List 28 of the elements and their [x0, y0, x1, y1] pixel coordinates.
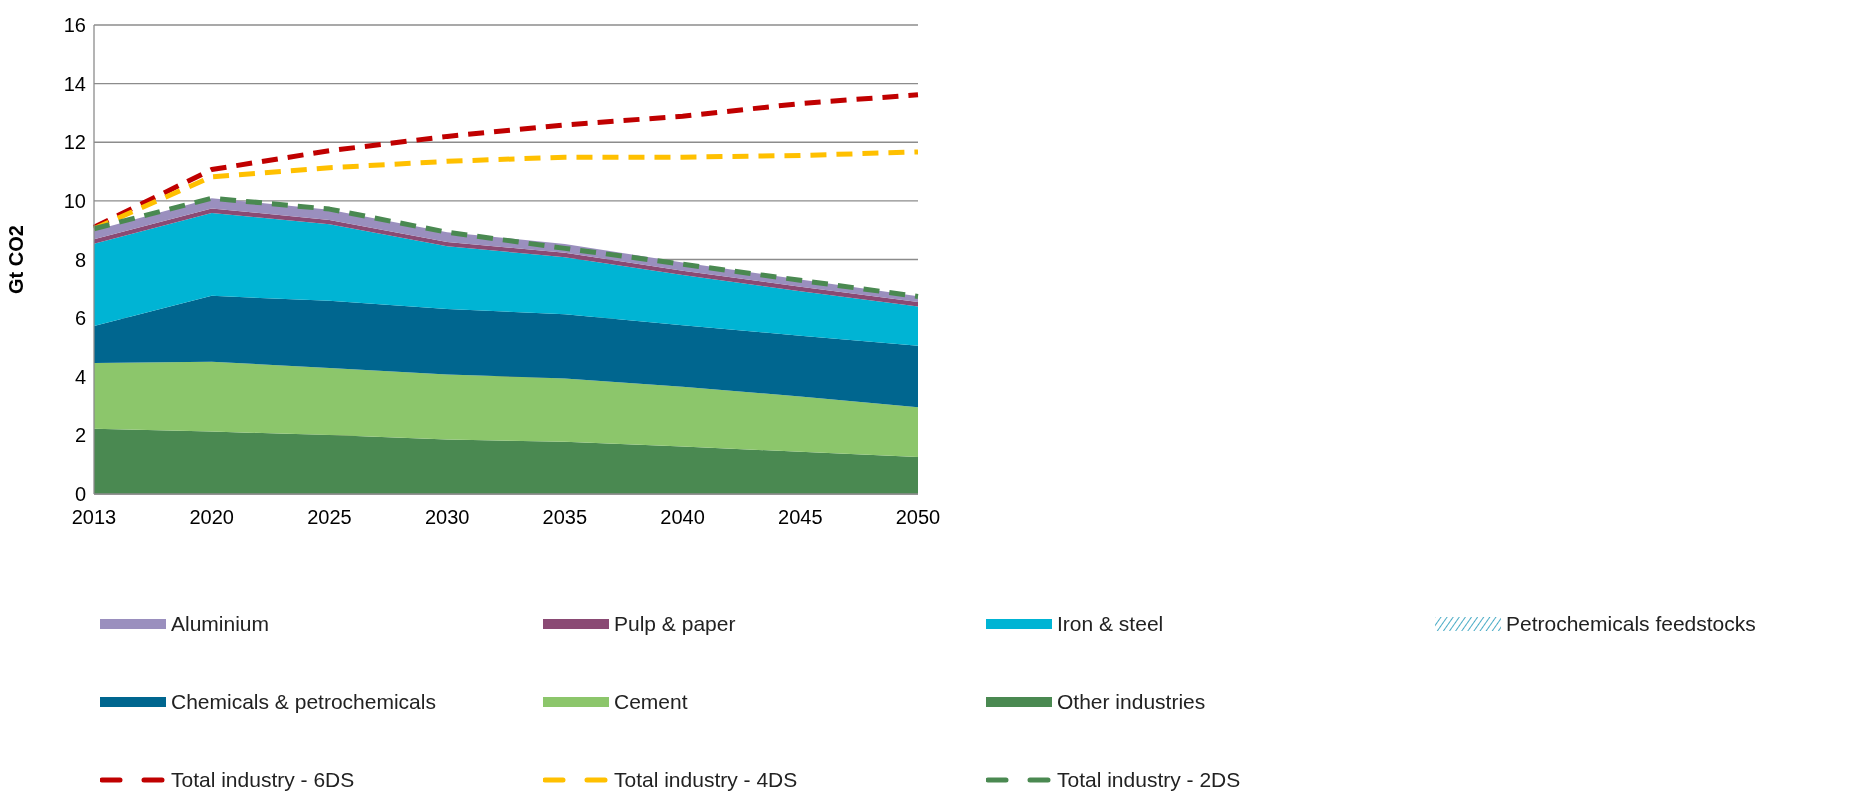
- y-tick-label: 12: [63, 131, 86, 154]
- x-tick-label: 2050: [895, 506, 941, 529]
- y-tick-label: 8: [74, 248, 86, 271]
- legend-label: Total industry - 6DS: [171, 768, 355, 791]
- y-tick-label: 6: [74, 307, 86, 330]
- x-tick-label: 2025: [307, 506, 352, 529]
- legend-label: Cement: [614, 690, 688, 714]
- legend-label: Total industry - 4DS: [614, 768, 798, 791]
- x-tick-label: 2035: [542, 506, 588, 529]
- legend-label: Aluminium: [171, 612, 270, 636]
- x-tick-label: 2045: [778, 506, 823, 529]
- y-tick-label: 2: [74, 424, 86, 447]
- legend-label: Iron & steel: [1057, 612, 1164, 636]
- x-tick-label: 2040: [660, 506, 705, 529]
- y-tick-label: 4: [74, 365, 86, 388]
- legend-label: Other industries: [1057, 690, 1206, 714]
- legend-label: Pulp & paper: [614, 612, 736, 636]
- x-tick-label: 2013: [71, 506, 117, 529]
- y-axis-title: Gt CO2: [5, 225, 28, 294]
- y-tick-label: 16: [63, 14, 86, 37]
- y-tick-label: 10: [63, 189, 86, 212]
- legend-label: Petrochemicals feedstocks: [1506, 612, 1756, 636]
- legend-label: Chemicals & petrochemicals: [171, 690, 436, 714]
- x-tick-label: 2030: [424, 506, 470, 529]
- y-tick-label: 14: [63, 72, 86, 95]
- legend-label: Total industry - 2DS: [1057, 768, 1241, 791]
- y-tick-label: 0: [74, 483, 86, 506]
- x-tick-label: 2020: [189, 506, 234, 529]
